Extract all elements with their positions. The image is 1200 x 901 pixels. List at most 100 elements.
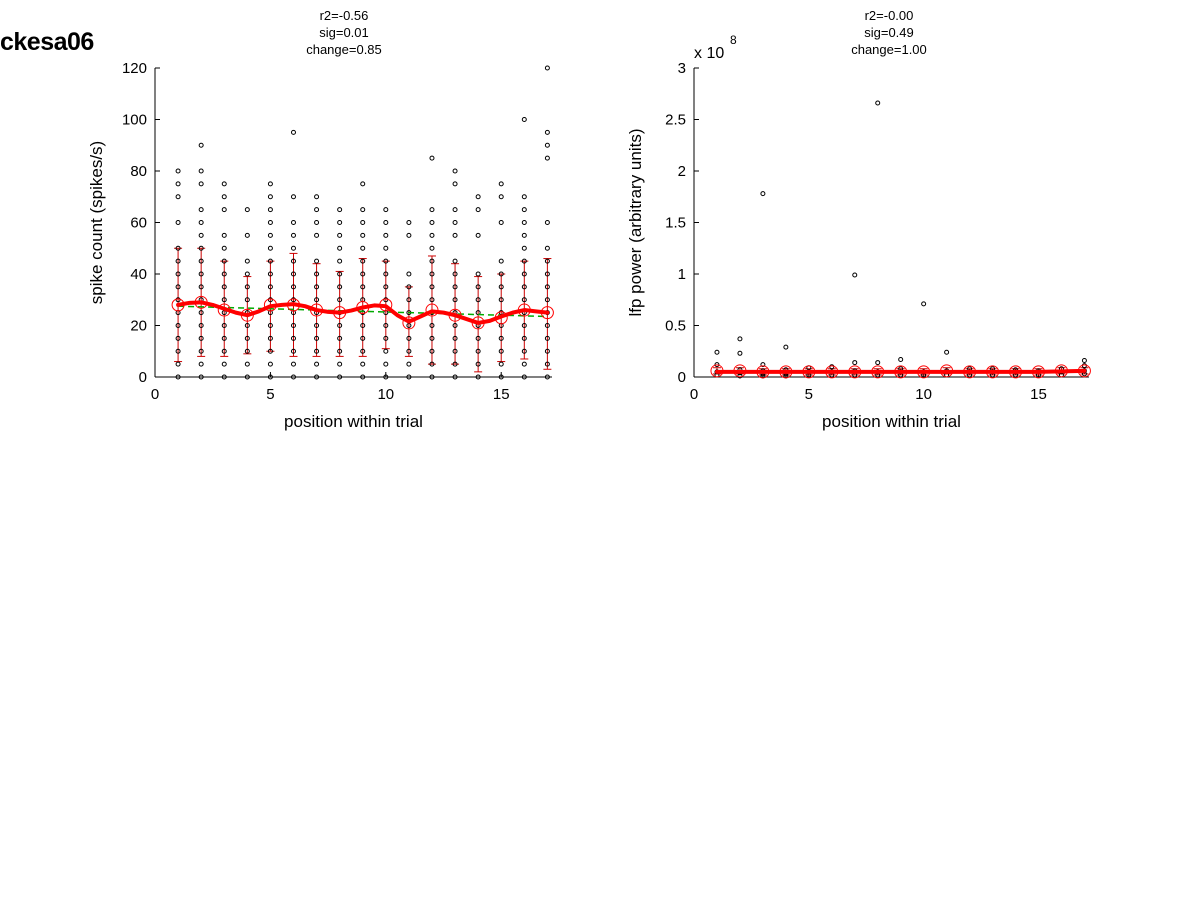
raw-data-point: [267, 271, 273, 277]
raw-data-point: [383, 220, 389, 225]
raw-data-point: [198, 168, 204, 174]
raw-data-point: [383, 323, 389, 328]
raw-data-point: [175, 284, 181, 290]
raw-data-point: [383, 207, 389, 213]
y-tick-label: 1: [678, 266, 686, 283]
chart-title-line: r2=-0.56: [320, 8, 369, 23]
mean-marker: [448, 308, 462, 322]
raw-data-point: [452, 207, 458, 213]
y-tick-label: 80: [130, 163, 147, 180]
raw-data-point: [406, 232, 412, 238]
raw-data-point: [383, 361, 389, 367]
raw-data-point: [337, 271, 343, 277]
raw-data-point: [198, 271, 204, 277]
raw-data-point: [337, 258, 343, 264]
raw-data-point: [544, 323, 550, 328]
raw-data-point: [544, 284, 550, 290]
raw-data-point: [498, 335, 504, 341]
raw-data-point: [175, 168, 181, 174]
raw-data-point: [244, 271, 250, 277]
raw-data-point: [1081, 358, 1087, 364]
raw-data-point: [475, 207, 481, 213]
raw-data-point: [244, 297, 250, 303]
raw-data-point: [852, 360, 858, 366]
raw-data-point: [198, 335, 204, 341]
raw-data-point: [521, 245, 527, 251]
raw-data-point: [452, 361, 458, 367]
raw-data-point: [429, 220, 435, 225]
raw-data-point: [452, 335, 458, 341]
y-tick-label: 20: [130, 318, 147, 335]
raw-data-point: [314, 335, 320, 341]
raw-data-point: [244, 374, 250, 380]
raw-data-point: [198, 258, 204, 264]
x-tick-label: 15: [1030, 386, 1047, 403]
raw-data-point: [521, 335, 527, 341]
raw-data-point: [475, 284, 481, 290]
mean-marker: [333, 306, 347, 320]
y-tick-label: 0: [139, 369, 147, 386]
raw-data-point: [829, 364, 835, 370]
raw-data-point: [175, 361, 181, 367]
raw-data-point: [175, 194, 181, 200]
raw-data-point: [337, 232, 343, 238]
raw-data-point: [737, 350, 743, 356]
raw-data-point: [314, 271, 320, 277]
mean-marker: [963, 365, 977, 379]
raw-data-point: [544, 271, 550, 277]
mean-marker: [471, 316, 485, 330]
x-tick-label: 0: [151, 386, 159, 403]
raw-data-point: [521, 297, 527, 303]
raw-data-point: [452, 232, 458, 238]
mean-marker: [494, 311, 508, 325]
raw-data-point: [544, 245, 550, 251]
raw-data-point: [244, 361, 250, 367]
raw-data-point: [360, 348, 366, 354]
raw-data-point: [429, 323, 435, 328]
raw-data-point: [290, 258, 296, 264]
chart-title-line: change=1.00: [851, 42, 927, 57]
raw-data-point: [221, 374, 227, 380]
raw-data-point: [221, 361, 227, 367]
raw-data-point: [175, 335, 181, 341]
raw-data-point: [290, 348, 296, 354]
axis-exponent-label: x 10: [694, 45, 724, 62]
raw-data-point: [452, 284, 458, 290]
mean-marker: [986, 365, 1000, 379]
raw-data-point: [544, 142, 550, 148]
mean-marker: [194, 295, 208, 309]
raw-data-point: [544, 361, 550, 367]
raw-data-point: [475, 232, 481, 238]
mean-marker: [871, 365, 885, 379]
raw-data-point: [498, 374, 504, 380]
raw-data-point: [452, 258, 458, 264]
mean-marker: [217, 303, 231, 317]
mean-marker: [517, 303, 531, 317]
raw-data-point: [221, 232, 227, 238]
raw-data-point: [429, 155, 435, 161]
raw-data-point: [544, 335, 550, 341]
raw-data-point: [244, 284, 250, 290]
raw-data-point: [198, 207, 204, 213]
chart-title-line: sig=0.49: [864, 25, 914, 40]
mean-marker: [940, 364, 954, 378]
raw-data-point: [383, 374, 389, 380]
raw-data-point: [521, 323, 527, 328]
raw-data-point: [521, 374, 527, 380]
raw-data-point: [714, 349, 720, 355]
raw-data-point: [1081, 363, 1087, 369]
x-axis-label: position within trial: [822, 412, 961, 431]
x-tick-label: 10: [915, 386, 932, 403]
raw-data-point: [406, 374, 412, 380]
mean-marker: [917, 365, 931, 379]
raw-data-point: [337, 220, 343, 225]
raw-data-point: [360, 258, 366, 264]
raw-data-point: [475, 335, 481, 341]
raw-data-point: [521, 207, 527, 213]
chart-title-line: change=0.85: [306, 42, 382, 57]
raw-data-point: [314, 348, 320, 354]
raw-data-point: [452, 348, 458, 354]
mean-marker: [848, 365, 862, 379]
raw-data-point: [337, 284, 343, 290]
